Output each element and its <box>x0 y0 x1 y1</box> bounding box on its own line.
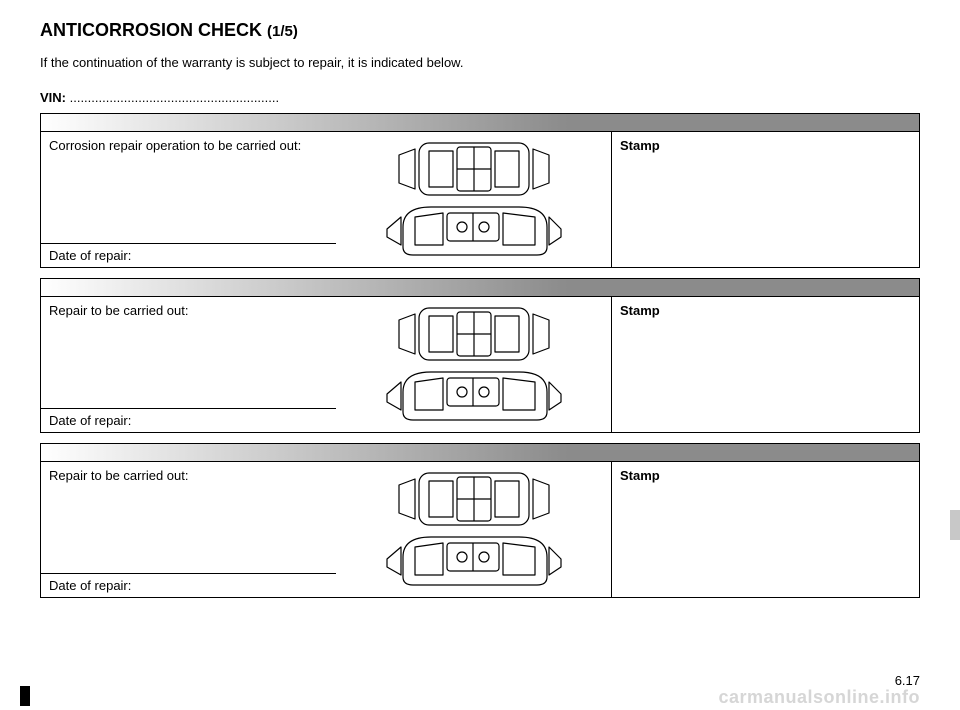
block-row: Repair to be carried out: Date of repair… <box>41 297 919 432</box>
col-diagram <box>336 132 611 267</box>
block-header-bar <box>41 444 919 462</box>
col-diagram <box>336 462 611 597</box>
block-header-bar <box>41 279 919 297</box>
car-body-diagram-icon <box>359 467 589 592</box>
thumb-tab-icon <box>950 510 960 540</box>
car-body-diagram-icon <box>359 302 589 427</box>
col-left: Corrosion repair operation to be carried… <box>41 132 336 267</box>
block-row: Repair to be carried out: Date of repair… <box>41 462 919 597</box>
page-number: 6.17 <box>895 673 920 688</box>
date-label: Date of repair: <box>41 573 336 597</box>
crop-mark-icon <box>20 686 30 706</box>
check-block: Corrosion repair operation to be carried… <box>40 113 920 268</box>
block-header-bar <box>41 114 919 132</box>
stamp-label: Stamp <box>611 132 919 267</box>
col-left: Repair to be carried out: Date of repair… <box>41 297 336 432</box>
check-block: Repair to be carried out: Date of repair… <box>40 443 920 598</box>
stamp-label: Stamp <box>611 297 919 432</box>
operation-label: Corrosion repair operation to be carried… <box>41 132 336 243</box>
intro-text: If the continuation of the warranty is s… <box>40 55 920 70</box>
manual-page: ANTICORROSION CHECK (1/5) If the continu… <box>0 0 960 710</box>
stamp-label: Stamp <box>611 462 919 597</box>
check-blocks: Corrosion repair operation to be carried… <box>40 113 920 598</box>
page-title: ANTICORROSION CHECK (1/5) <box>40 20 920 41</box>
vin-line: VIN: ...................................… <box>40 90 920 105</box>
vin-label: VIN: <box>40 90 66 105</box>
operation-label: Repair to be carried out: <box>41 462 336 573</box>
title-sub: (1/5) <box>267 23 298 40</box>
date-label: Date of repair: <box>41 408 336 432</box>
date-label: Date of repair: <box>41 243 336 267</box>
block-row: Corrosion repair operation to be carried… <box>41 132 919 267</box>
vin-dots: ........................................… <box>66 90 279 105</box>
col-left: Repair to be carried out: Date of repair… <box>41 462 336 597</box>
car-body-diagram-icon <box>359 137 589 262</box>
check-block: Repair to be carried out: Date of repair… <box>40 278 920 433</box>
title-main: ANTICORROSION CHECK <box>40 20 262 40</box>
col-diagram <box>336 297 611 432</box>
operation-label: Repair to be carried out: <box>41 297 336 408</box>
watermark-text: carmanualsonline.info <box>718 687 920 708</box>
